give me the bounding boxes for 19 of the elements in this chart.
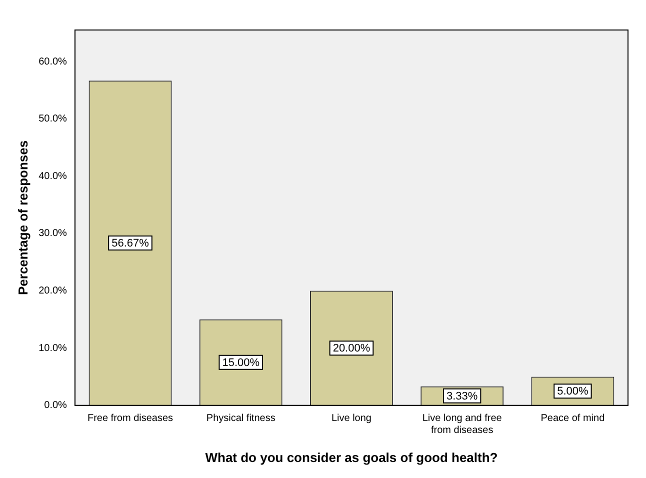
y-axis-title: Percentage of responses [15,140,30,296]
data-label: 56.67% [112,238,150,250]
y-tick-label: 40.0% [38,170,68,182]
y-tick-label: 60.0% [38,56,68,68]
y-tick-label: 0.0% [44,400,68,412]
y-tick-label: 50.0% [38,114,68,125]
y-tick-label: 20.0% [38,286,68,297]
y-tick-label: 10.0% [38,342,68,354]
x-tick-label: Free from diseases [87,413,174,424]
data-label: 20.00% [332,342,370,355]
x-tick-label: Physical fitness [206,413,276,424]
data-label: 5.00% [557,386,589,398]
x-tick-label: Live long and free from diseases [422,413,502,436]
x-tick-label: Live long [331,413,372,424]
data-label: 15.00% [222,356,260,369]
data-label: 3.33% [446,390,478,402]
x-axis-title: What do you consider as goals of good health? [205,450,498,465]
x-tick-label: Peace of mind [540,413,605,424]
y-tick-label: 30.0% [38,228,68,240]
